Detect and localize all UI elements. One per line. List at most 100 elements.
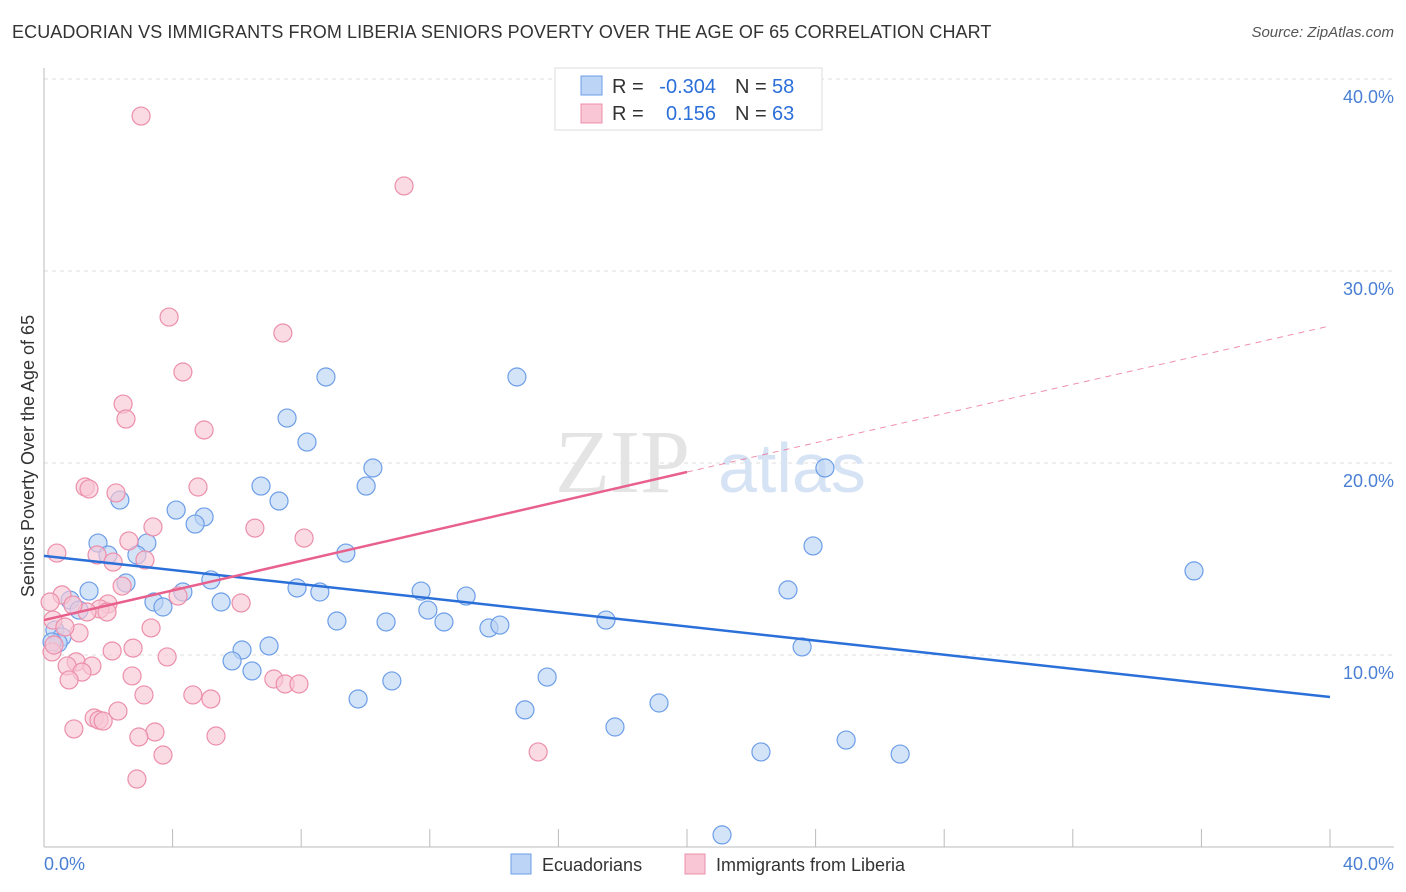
liberia-point bbox=[294, 528, 314, 548]
liberia-point bbox=[159, 307, 179, 327]
y-tick-label: 30.0% bbox=[1343, 279, 1394, 299]
liberia-point bbox=[108, 701, 128, 721]
y-axis-label: Seniors Poverty Over the Age of 65 bbox=[18, 315, 38, 597]
liberia-point bbox=[157, 647, 177, 667]
liberia-point bbox=[134, 685, 154, 705]
liberia-point bbox=[143, 517, 163, 537]
n-value-ecuadorians: 58 bbox=[772, 76, 794, 98]
n-value-liberia: 63 bbox=[772, 103, 794, 125]
legend-label-ecuadorians: Ecuadorians bbox=[542, 855, 642, 875]
liberia-point bbox=[123, 638, 143, 658]
liberia-point bbox=[153, 745, 173, 765]
legend-swatch-liberia bbox=[684, 853, 706, 875]
ecuadorian-point bbox=[1184, 561, 1204, 581]
liberia-point bbox=[93, 711, 113, 731]
liberia-point bbox=[201, 689, 221, 709]
ecuadorian-point bbox=[185, 514, 205, 534]
liberia-point bbox=[194, 420, 214, 440]
ecuadorian-point bbox=[605, 717, 625, 737]
ecuadorian-point bbox=[327, 611, 347, 631]
n-label: N = bbox=[735, 103, 767, 125]
source-label: Source: ZipAtlas.com bbox=[1251, 24, 1394, 41]
y-tick-label: 20.0% bbox=[1343, 471, 1394, 491]
y-tick-label: 40.0% bbox=[1343, 87, 1394, 107]
liberia-trend-line bbox=[43, 470, 688, 622]
ecuadorian-point bbox=[434, 612, 454, 632]
ecuadorian-point bbox=[515, 700, 535, 720]
ecuadorian-point bbox=[277, 408, 297, 428]
ecuadorian-point bbox=[382, 671, 402, 691]
ecuadorian-point bbox=[222, 651, 242, 671]
liberia-point bbox=[79, 479, 99, 499]
watermark: ZIP bbox=[555, 413, 690, 512]
r-value-ecuadorians: -0.304 bbox=[659, 76, 716, 98]
x-tick-label-min: 0.0% bbox=[44, 854, 85, 874]
legend-swatch-liberia bbox=[580, 103, 603, 124]
ecuadorian-point bbox=[537, 667, 557, 687]
ecuadorian-point bbox=[751, 742, 771, 762]
liberia-point bbox=[289, 674, 309, 694]
ecuadorian-point bbox=[297, 432, 317, 452]
liberia-point bbox=[112, 576, 132, 596]
liberia-point bbox=[40, 592, 60, 612]
liberia-point bbox=[122, 666, 142, 686]
liberia-point bbox=[173, 362, 193, 382]
chart-title: ECUADORIAN VS IMMIGRANTS FROM LIBERIA SE… bbox=[12, 22, 992, 42]
liberia-point bbox=[245, 518, 265, 538]
watermark-atlas: atlas bbox=[718, 429, 866, 507]
ecuadorian-point bbox=[211, 592, 231, 612]
liberia-point bbox=[44, 635, 64, 655]
liberia-point bbox=[47, 543, 67, 563]
liberia-point bbox=[141, 618, 161, 638]
ecuadorian-point bbox=[836, 730, 856, 750]
r-label: R = bbox=[612, 103, 644, 125]
ecuadorian-point bbox=[79, 581, 99, 601]
liberia-point bbox=[135, 550, 155, 570]
ecuadorian-point bbox=[166, 500, 186, 520]
liberia-point bbox=[145, 722, 165, 742]
ecuadorian-point bbox=[269, 491, 289, 511]
ecuadorian-point bbox=[418, 600, 438, 620]
ecuadorian-point bbox=[712, 825, 732, 845]
ecuadorian-point bbox=[376, 612, 396, 632]
ecuadorian-point bbox=[242, 661, 262, 681]
liberia-point bbox=[64, 719, 84, 739]
liberia-point bbox=[206, 726, 226, 746]
liberia-trend-line-extension bbox=[686, 325, 1331, 473]
liberia-point bbox=[129, 727, 149, 747]
legend-swatch-ecuadorians bbox=[510, 853, 532, 875]
x-ticks bbox=[43, 829, 1331, 847]
x-tick-label-max: 40.0% bbox=[1343, 854, 1394, 874]
liberia-point bbox=[394, 176, 414, 196]
liberia-point bbox=[116, 409, 136, 429]
liberia-point bbox=[273, 323, 293, 343]
r-value-liberia: 0.156 bbox=[666, 103, 716, 125]
n-label: N = bbox=[735, 76, 767, 98]
ecuadorian-point bbox=[778, 580, 798, 600]
y-tick-labels: 10.0% 20.0% 30.0% 40.0% bbox=[1343, 87, 1394, 683]
ecuadorian-point bbox=[649, 693, 669, 713]
ecuadorian-point bbox=[348, 689, 368, 709]
liberia-point bbox=[102, 641, 122, 661]
points bbox=[40, 106, 1204, 845]
ecuadorian-point bbox=[815, 458, 835, 478]
r-label: R = bbox=[612, 76, 644, 98]
liberia-point bbox=[131, 106, 151, 126]
ecuadorian-point bbox=[507, 367, 527, 387]
liberia-point bbox=[59, 670, 79, 690]
liberia-point bbox=[231, 593, 251, 613]
liberia-point bbox=[168, 586, 188, 606]
liberia-point bbox=[87, 545, 107, 565]
liberia-point bbox=[119, 531, 139, 551]
ecuadorian-point bbox=[259, 636, 279, 656]
liberia-point bbox=[106, 483, 126, 503]
ecuadorian-point bbox=[363, 458, 383, 478]
liberia-point bbox=[55, 617, 75, 637]
ecuadorian-point bbox=[356, 476, 376, 496]
ecuadorian-point bbox=[490, 615, 510, 635]
ecuadorian-point bbox=[890, 744, 910, 764]
y-tick-label: 10.0% bbox=[1343, 663, 1394, 683]
legend-label-liberia: Immigrants from Liberia bbox=[716, 855, 906, 875]
liberia-point bbox=[183, 685, 203, 705]
